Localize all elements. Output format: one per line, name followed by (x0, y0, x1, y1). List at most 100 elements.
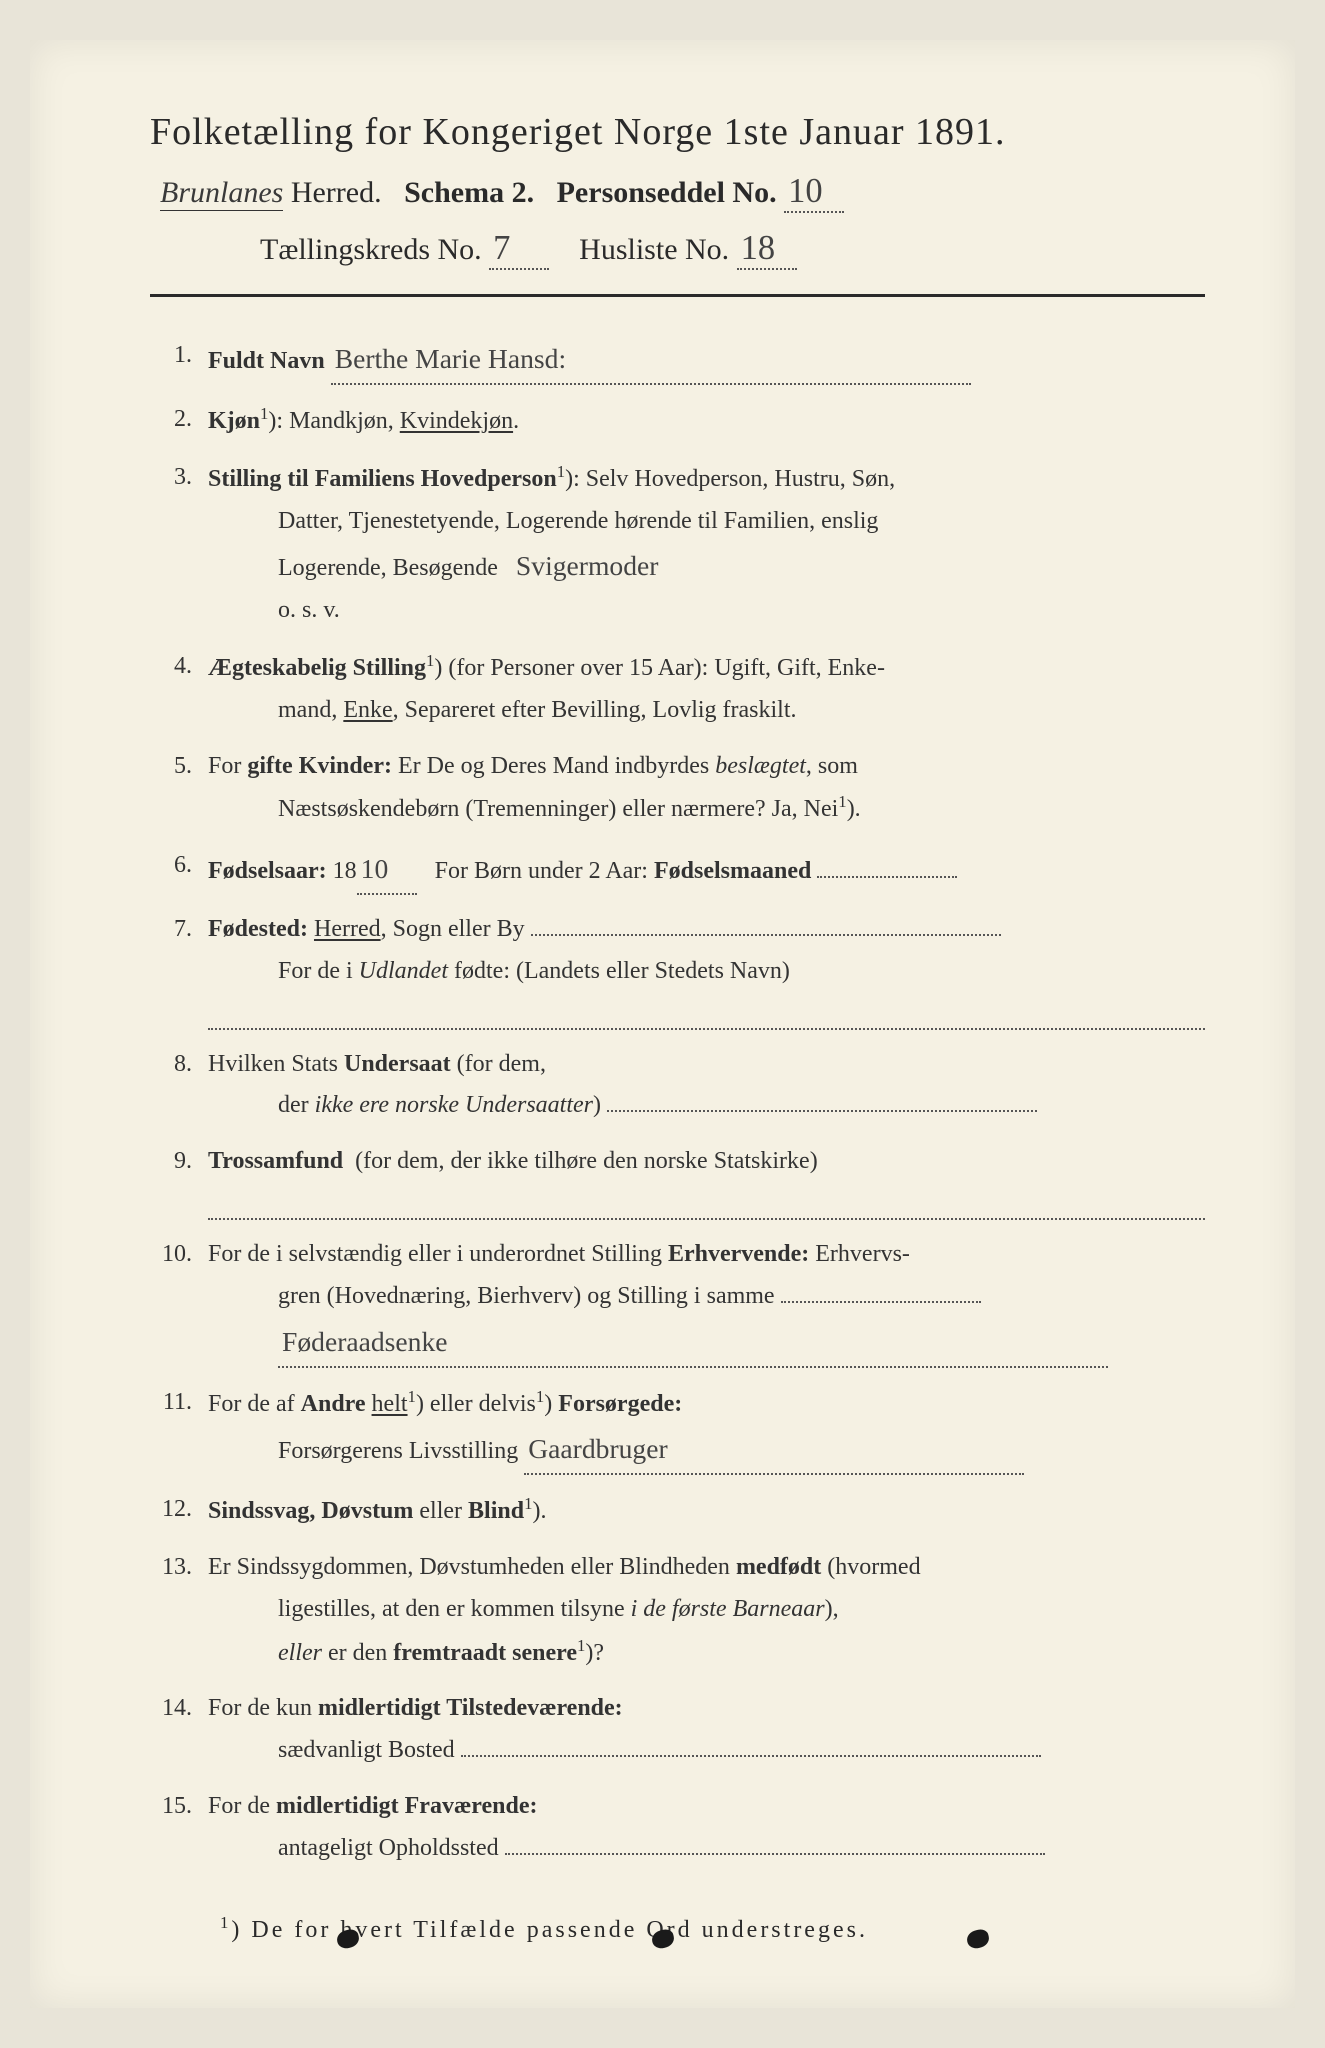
label-forsorgede: Forsørgede: (558, 1391, 682, 1417)
text: gren (Hovednæring, Bierhverv) og Stillin… (278, 1283, 775, 1309)
item-num: 3. (150, 457, 208, 632)
text: ) (for Personer over 15 Aar): Ugift, Gif… (434, 655, 885, 681)
label-fodselsmaaned: Fødselsmaaned (654, 858, 811, 884)
header-line-kreds: Tællingskreds No. 7 Husliste No. 18 (150, 229, 1205, 270)
label-undersaat: Undersaat (344, 1051, 451, 1077)
ital: i de første Barneaar (631, 1596, 825, 1622)
text: (for dem, (457, 1051, 546, 1077)
text-line3: Logerende, Besøgende Svigermoder (208, 542, 1205, 590)
text: (hvormed (827, 1554, 920, 1580)
label-fodested: Fødested: (208, 916, 308, 942)
value-year: 10 (357, 845, 417, 895)
form-items: 1. Fuldt Navn Berthe Marie Hansd: 2. Kjø… (150, 335, 1205, 1869)
item-body: Sindssvag, Døvstum eller Blind1). (208, 1489, 1205, 1533)
item-2: 2. Kjøn1): Mandkjøn, Kvindekjøn. (150, 399, 1205, 443)
tail: . (513, 408, 519, 434)
label-stilling: Stilling til Familiens Hovedperson (208, 466, 557, 492)
item-num: 10. (150, 1234, 208, 1368)
opt-helt: helt (372, 1391, 408, 1417)
blank (531, 934, 1001, 936)
text-line2: ligestilles, at den er kommen tilsyne i … (208, 1589, 1205, 1631)
item-num: 13. (150, 1547, 208, 1674)
text: For de af (208, 1391, 295, 1417)
text-line2: mand, Enke, Separeret efter Bevilling, L… (208, 690, 1205, 732)
hole-icon (335, 1928, 360, 1950)
herred-label: Herred. (291, 176, 382, 209)
label-aegteskab: Ægteskabelig Stilling (208, 655, 426, 681)
blank (607, 1110, 1037, 1112)
personseddel-no: 10 (784, 172, 844, 213)
label-andre: Andre (301, 1391, 366, 1417)
item-body: For de i selvstændig eller i underordnet… (208, 1234, 1205, 1368)
item-8: 8. Hvilken Stats Undersaat (for dem, der… (150, 1044, 1205, 1128)
item-body: For de kun midlertidigt Tilstedeværende:… (208, 1688, 1205, 1772)
sup: 1 (557, 462, 565, 481)
page-title: Folketælling for Kongeriget Norge 1ste J… (150, 110, 1205, 154)
item-num: 4. (150, 646, 208, 732)
value-erhverv: Føderaadsenke (278, 1318, 1108, 1368)
label-fodselsaar: Fødselsaar: (208, 858, 327, 884)
text: Erhvervs- (815, 1241, 910, 1267)
blank (461, 1755, 1041, 1757)
text: Er De og Deres Mand indbyrdes (398, 753, 709, 779)
text: ) (593, 1092, 601, 1118)
text: ). (532, 1498, 546, 1524)
item-9: 9. Trossamfund (for dem, der ikke tilhør… (150, 1141, 1205, 1220)
label-fravaerende: midlertidigt Fraværende: (276, 1793, 538, 1819)
item-10: 10. For de i selvstændig eller i underor… (150, 1234, 1205, 1368)
text-line2: Forsørgerens Livsstilling Gaardbruger (208, 1425, 1205, 1475)
text-line2: der ikke ere norske Undersaatter) (208, 1085, 1205, 1127)
text: Hvilken Stats (208, 1051, 338, 1077)
item-num: 5. (150, 746, 208, 832)
label-trossamfund: Trossamfund (208, 1148, 343, 1174)
header-rule (150, 294, 1205, 297)
text: (for dem, der ikke tilhøre den norske St… (355, 1148, 818, 1174)
item-body: Er Sindssygdommen, Døvstumheden eller Bl… (208, 1547, 1205, 1674)
item-body: Stilling til Familiens Hovedperson1): Se… (208, 457, 1205, 632)
text: Er Sindssygdommen, Døvstumheden eller Bl… (208, 1554, 730, 1580)
text: der (278, 1092, 309, 1118)
opt-herred-selected: Herred (314, 916, 381, 942)
label-erhvervende: Erhvervende: (668, 1241, 809, 1267)
text-line3: Føderaadsenke (208, 1318, 1205, 1368)
item-body: Kjøn1): Mandkjøn, Kvindekjøn. (208, 399, 1205, 443)
item-body: Ægteskabelig Stilling1) (for Personer ov… (208, 646, 1205, 732)
hole-icon (650, 1928, 675, 1950)
text: , Separeret efter Bevilling, Lovlig fras… (393, 697, 797, 723)
text-line2: Næstsøskendebørn (Tremenninger) eller næ… (208, 787, 1205, 831)
value-stilling-hw: Svigermoder (516, 550, 659, 581)
text-line2: Datter, Tjenestetyende, Logerende hørend… (208, 501, 1205, 543)
item-body: Trossamfund (for dem, der ikke tilhøre d… (208, 1141, 1205, 1220)
item-6: 6. Fødselsaar: 1810 For Børn under 2 Aar… (150, 845, 1205, 895)
ital: eller (278, 1640, 322, 1666)
item-4: 4. Ægteskabelig Stilling1) (for Personer… (150, 646, 1205, 732)
item-body: For de af Andre helt1) eller delvis1) Fo… (208, 1382, 1205, 1476)
kreds-label: Tællingskreds No. (260, 233, 482, 266)
value-navn: Berthe Marie Hansd: (331, 335, 971, 385)
blank (817, 876, 957, 878)
label-senere: fremtraadt senere (393, 1640, 577, 1666)
item-body: Hvilken Stats Undersaat (for dem, der ik… (208, 1044, 1205, 1128)
text: ). (847, 796, 861, 822)
text: For de (208, 1793, 270, 1819)
year-prefix: 18 (333, 858, 357, 884)
text: antageligt Opholdssted (278, 1835, 499, 1861)
item-14: 14. For de kun midlertidigt Tilstedevære… (150, 1688, 1205, 1772)
item-12: 12. Sindssvag, Døvstum eller Blind1). (150, 1489, 1205, 1533)
item-num: 12. (150, 1489, 208, 1533)
personseddel-label: Personseddel No. (557, 176, 777, 209)
ital: ikke ere norske Undersaatter (315, 1092, 593, 1118)
ital: beslægtet (715, 753, 806, 779)
item-7: 7. Fødested: Herred, Sogn eller By For d… (150, 909, 1205, 1030)
ital: Udlandet (359, 958, 448, 984)
text: ) eller delvis (416, 1391, 536, 1417)
text: ), (825, 1596, 839, 1622)
item-num: 1. (150, 335, 208, 385)
item-body: Fødselsaar: 1810 For Børn under 2 Aar: F… (208, 845, 1205, 895)
text: , som (806, 753, 858, 779)
text: ): Selv Hovedperson, Hustru, Søn, (565, 466, 895, 492)
label-fuldt-navn: Fuldt Navn (208, 348, 325, 374)
text: Logerende, Besøgende (278, 555, 498, 581)
item-body: Fødested: Herred, Sogn eller By For de i… (208, 909, 1205, 1030)
text: For Børn under 2 Aar: (435, 858, 648, 884)
